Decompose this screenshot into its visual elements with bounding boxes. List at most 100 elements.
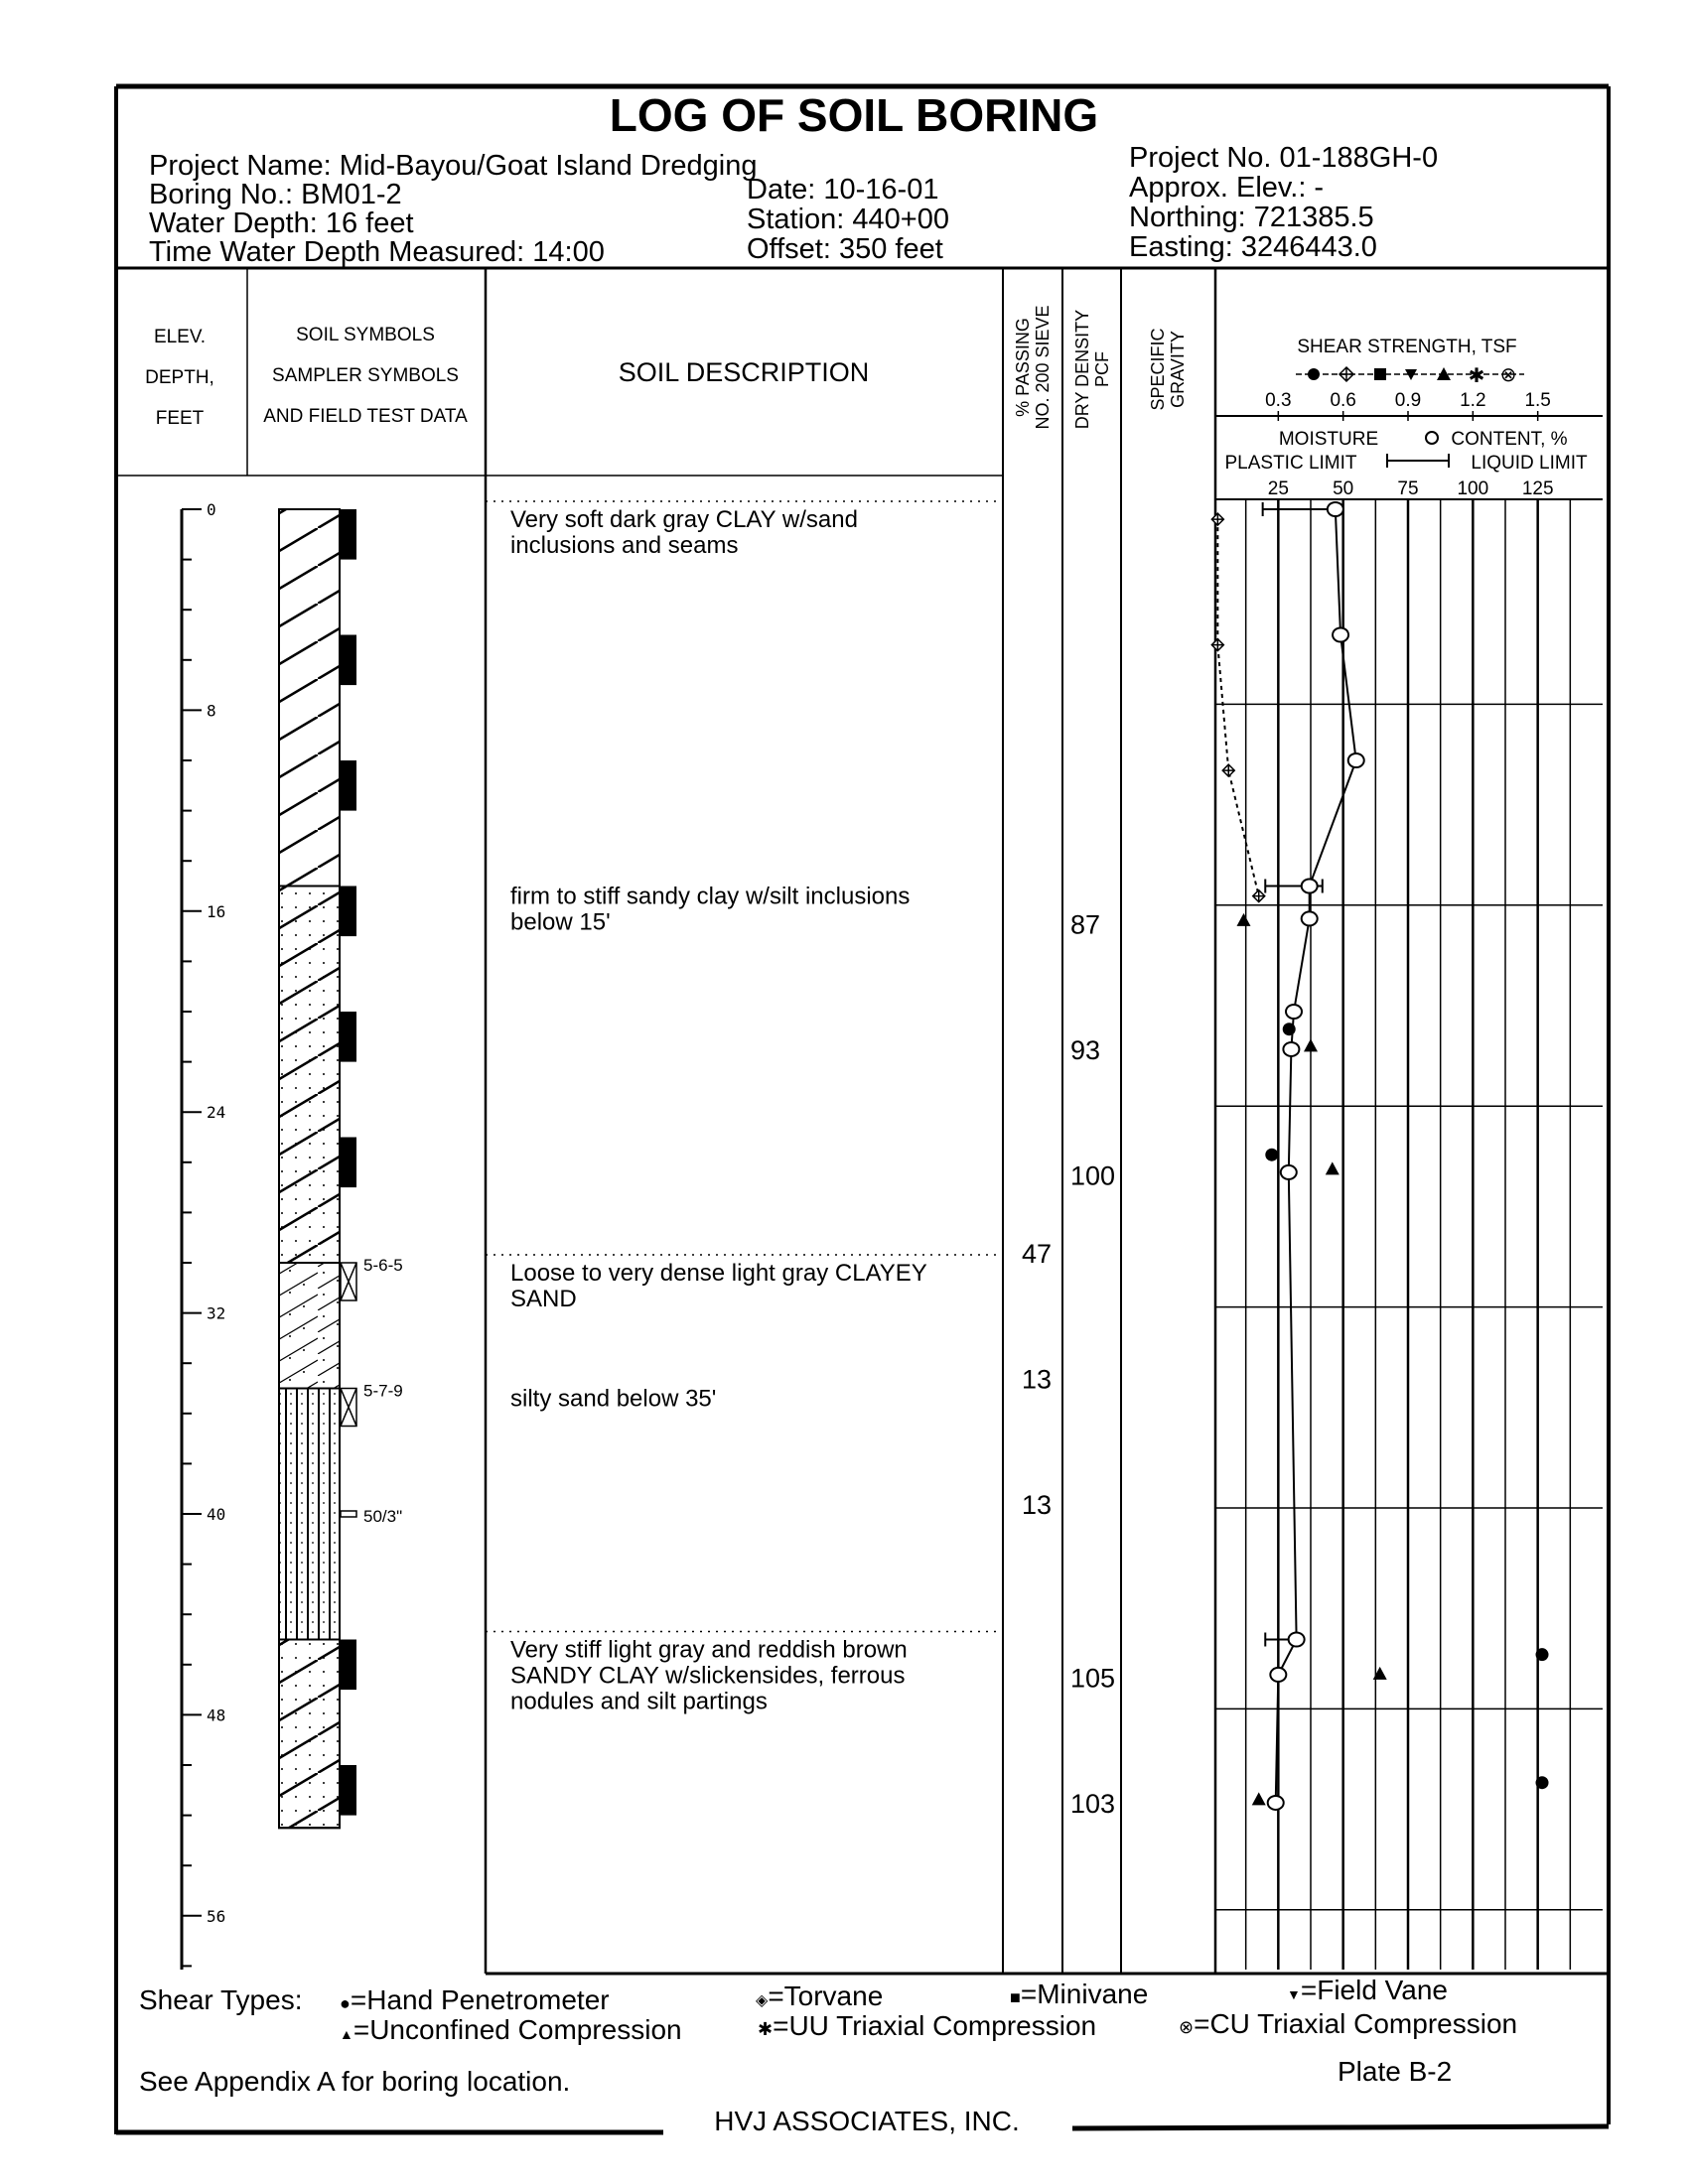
description-line: Very stiff light gray and reddish brown — [510, 1637, 908, 1664]
description-line: Loose to very dense light gray CLAYEY — [510, 1260, 927, 1287]
up-triangle-icon — [1437, 367, 1451, 380]
legend-label: =Hand Penetrometer — [351, 1984, 610, 2015]
moisture-content-point — [1300, 910, 1319, 927]
company-name: HVJ ASSOCIATES, INC. — [714, 2106, 1020, 2136]
chart-axis-ticks: 0.3 0.6 0.9 1.2 1.5 25 50 75 100 125 — [1265, 390, 1553, 499]
moisture-content-point — [1287, 1631, 1306, 1648]
dry-density-value: 87 — [1070, 909, 1100, 939]
shear-tick-label: 0.6 — [1330, 390, 1355, 411]
legend-label: =Torvane — [768, 1980, 883, 2011]
depth-label: 40 — [207, 1505, 225, 1524]
date: Date: 10-16-01 — [747, 174, 938, 205]
refusal-sample — [340, 1510, 357, 1518]
col-elev-line: ELEV. — [154, 327, 206, 347]
sampler-symbols: 5-6-5 5-7-9 50/3" — [340, 509, 403, 1816]
split-spoon-sample — [340, 1387, 357, 1428]
unconfined-compression-point — [1304, 1038, 1318, 1052]
unconfined-compression-point — [1251, 1792, 1266, 1806]
shear-types-legend: Shear Types: ●=Hand Penetrometer ◈=Torva… — [139, 1975, 1517, 2136]
unconfined-compression-point — [1236, 912, 1251, 926]
approx-elev: Approx. Elev.: - — [1129, 172, 1324, 204]
soil-layer-clay — [278, 508, 341, 887]
soil-layer-silty-sand — [278, 1387, 341, 1641]
passing-200-value: 13 — [1022, 1490, 1052, 1520]
shear-moisture-chart — [1210, 498, 1603, 1970]
shear-tick-label: 1.2 — [1460, 390, 1485, 411]
down-triangle-icon: ▼ — [1287, 1986, 1301, 2002]
dry-density-value: 105 — [1070, 1663, 1115, 1693]
depth-axis: 0 8 16 24 32 40 48 56 — [180, 500, 225, 1970]
moisture-content-point — [1269, 1666, 1288, 1683]
easting: Easting: 3246443.0 — [1129, 231, 1377, 263]
legend-item-field-vane: ▼=Field Vane — [1287, 1975, 1448, 2005]
hand-penetrometer-point — [1265, 1148, 1279, 1161]
water-depth: Water Depth: 16 feet — [149, 207, 414, 239]
torvane-point — [1210, 512, 1225, 527]
moisture-content-point — [1346, 752, 1365, 768]
shelby-tube-sample — [340, 634, 356, 686]
moisture-tick-label: 75 — [1397, 478, 1418, 499]
legend-item-unconfined-compression: ▲=Unconfined Compression — [340, 2014, 682, 2045]
filled-square-icon — [1374, 368, 1386, 380]
moisture-tick-label: 50 — [1333, 478, 1353, 499]
blow-count: 50/3" — [363, 1507, 402, 1526]
moisture-circle-icon — [1425, 431, 1439, 445]
shear-tick-label: 1.5 — [1524, 390, 1550, 411]
liquid-limit-label: LIQUID LIMIT — [1471, 453, 1588, 474]
depth-label: 56 — [207, 1907, 225, 1926]
col-dry-density-line: PCF — [1092, 351, 1112, 387]
description-line: silty sand below 35' — [510, 1386, 716, 1413]
description-line: SAND — [510, 1286, 577, 1312]
filled-circle-icon — [1308, 368, 1320, 380]
description-line: Very soft dark gray CLAY w/sand — [510, 506, 858, 533]
blow-count: 5-6-5 — [363, 1256, 403, 1275]
project-name: Project Name: Mid-Bayou/Goat Island Dred… — [149, 150, 758, 182]
legend-item-torvane: ◈=Torvane — [756, 1980, 883, 2011]
soil-symbol-column — [278, 508, 341, 1830]
col-symbols-line: SOIL SYMBOLS — [296, 325, 435, 345]
legend-label: =CU Triaxial Compression — [1194, 2008, 1517, 2039]
torvane-point — [1210, 637, 1225, 652]
col-passing-line: % PASSING — [1013, 318, 1033, 417]
project-info: Project Name: Mid-Bayou/Goat Island Dred… — [149, 142, 1438, 268]
col-specific-gravity-line: GRAVITY — [1168, 331, 1188, 408]
col-symbols-line: SAMPLER SYMBOLS — [272, 365, 459, 386]
unconfined-compression-point — [1372, 1666, 1387, 1680]
crossed-circle-icon: ⊗ — [1500, 364, 1517, 386]
depth-label: 24 — [207, 1103, 225, 1122]
description-line: SANDY CLAY w/slickensides, ferrous — [510, 1663, 906, 1690]
asterisk-icon: ✱ — [1469, 365, 1485, 387]
moisture-content-point — [1279, 1163, 1298, 1180]
time-water-depth-measured: Time Water Depth Measured: 14:00 — [149, 236, 605, 268]
hand-penetrometer-point — [1535, 1776, 1549, 1790]
depth-label: 8 — [207, 701, 216, 720]
shear-tick-label: 0.3 — [1265, 390, 1291, 411]
torvane-point — [1221, 763, 1236, 778]
filled-circle-icon: ● — [340, 1993, 351, 2013]
moisture-content-point — [1332, 626, 1350, 643]
description-line: below 15' — [510, 909, 611, 936]
legend-item-cu-triaxial: ⊗=CU Triaxial Compression — [1179, 2008, 1517, 2039]
station: Station: 440+00 — [747, 204, 949, 235]
legend-label: =UU Triaxial Compression — [773, 2010, 1096, 2041]
northing: Northing: 721385.5 — [1129, 202, 1374, 233]
moisture-content-point — [1285, 1004, 1304, 1020]
down-triangle-icon — [1405, 369, 1417, 380]
depth-label: 16 — [207, 902, 225, 921]
torvane-point — [1251, 888, 1266, 903]
soil-layer-clayey-sand — [278, 1262, 341, 1390]
legend-item-minivane: ■=Minivane — [1010, 1979, 1148, 2009]
dry-density-value: 103 — [1070, 1789, 1115, 1819]
lab-test-values: 47 13 13 87 93 100 105 103 — [1022, 909, 1115, 1818]
legend-item-hand-penetrometer: ●=Hand Penetrometer — [340, 1984, 610, 2015]
unconfined-compression-point — [1325, 1161, 1340, 1175]
moisture-content-point — [1282, 1040, 1301, 1057]
shelby-tube-sample — [340, 1012, 356, 1062]
shear-legend-symbols: ✱ ⊗ — [1296, 364, 1524, 387]
crossed-diamond-icon: ◈ — [756, 1992, 769, 2009]
hand-penetrometer-point — [1535, 1648, 1549, 1662]
shelby-tube-sample — [340, 886, 356, 937]
depth-label: 48 — [207, 1706, 225, 1724]
filled-square-icon: ■ — [1010, 1987, 1021, 2007]
